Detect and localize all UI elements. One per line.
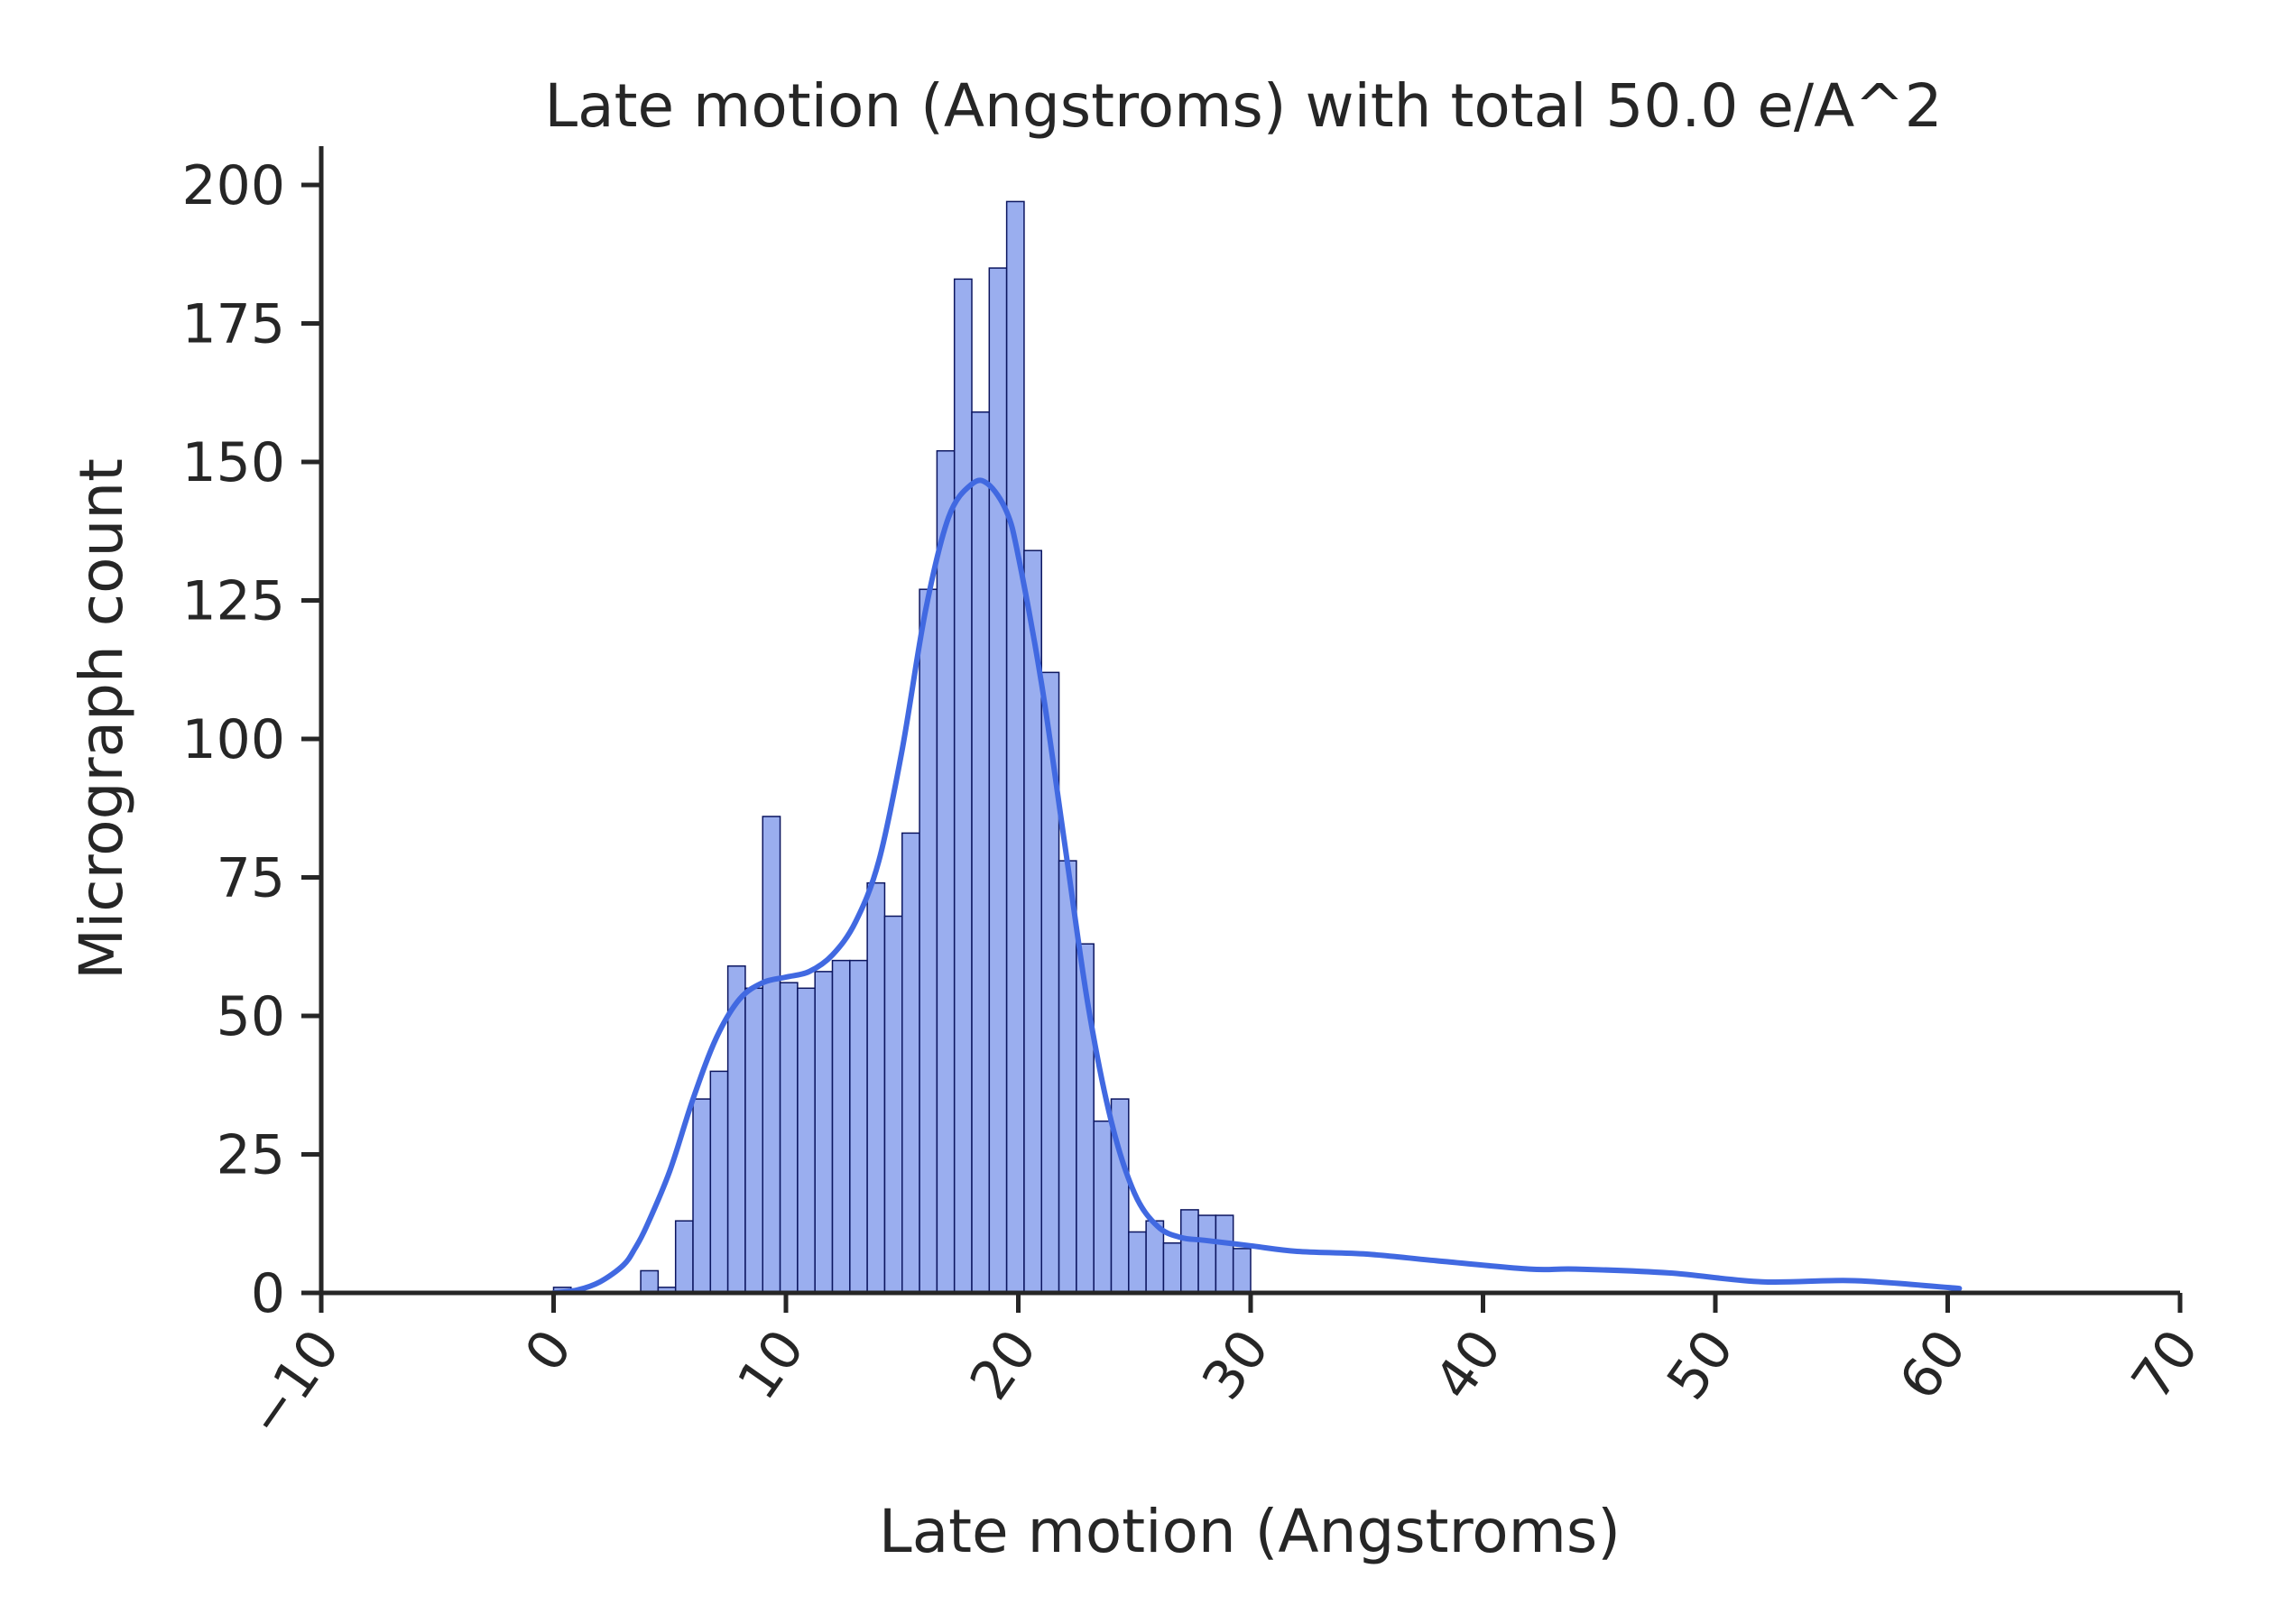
x-axis-label: Late motion (Angstroms) — [879, 1497, 1621, 1566]
histogram-bars — [552, 200, 1252, 1294]
histogram-bar — [779, 982, 799, 1294]
y-tick-label: 75 — [217, 846, 285, 909]
histogram-bar — [1180, 1209, 1199, 1294]
histogram-bar — [674, 1220, 694, 1294]
x-tick-label: 60 — [1888, 1318, 1979, 1411]
x-tick-label: 70 — [2120, 1318, 2211, 1411]
chart-title: Late motion (Angstroms) with total 50.0 … — [544, 71, 1942, 141]
y-axis-label: Micrograph count — [67, 458, 136, 980]
histogram-bar — [762, 816, 781, 1294]
y-tick-label: 200 — [181, 154, 285, 217]
histogram-bar — [1197, 1214, 1217, 1294]
y-tick-label: 25 — [217, 1123, 285, 1186]
y-tick-label: 50 — [217, 985, 285, 1048]
histogram-bar — [831, 959, 851, 1294]
y-tick-label: 125 — [181, 569, 285, 632]
histogram-bar — [1128, 1231, 1147, 1294]
histogram-bar — [866, 881, 886, 1294]
x-tick-label: 0 — [513, 1318, 585, 1382]
histogram-bar — [1005, 200, 1025, 1294]
x-tick-label: 10 — [725, 1318, 817, 1411]
histogram-bar — [971, 411, 991, 1294]
histogram-bar — [640, 1269, 660, 1294]
histogram-bar — [988, 267, 1008, 1294]
x-tick-label: −10 — [235, 1318, 352, 1448]
histogram-bar — [814, 971, 834, 1294]
histogram-bar — [797, 987, 816, 1294]
y-tick-label: 100 — [181, 708, 285, 771]
histogram-bar — [919, 588, 938, 1294]
histogram-bar — [709, 1070, 729, 1294]
y-tick-label: 0 — [251, 1262, 285, 1325]
y-tick-label: 175 — [181, 292, 285, 355]
histogram-bar — [744, 987, 763, 1294]
histogram-bar — [1215, 1214, 1234, 1294]
histogram-bar — [692, 1098, 712, 1294]
x-axis-ticks: −10 0 10 20 30 40 50 60 70 — [235, 1293, 2211, 1448]
x-tick-label: 20 — [958, 1318, 1049, 1411]
y-axis-ticks: 0 25 50 75 100 125 150 175 200 — [181, 154, 321, 1325]
histogram-bar — [1232, 1248, 1252, 1294]
x-tick-label: 40 — [1423, 1318, 1514, 1411]
x-tick-label: 50 — [1655, 1318, 1746, 1411]
histogram-bar — [901, 832, 920, 1294]
histogram-bar — [936, 449, 956, 1294]
histogram-bar — [849, 959, 868, 1294]
histogram-bar — [1093, 1120, 1113, 1294]
kde-line — [550, 477, 1963, 1296]
histogram-bar — [1162, 1241, 1182, 1294]
histogram-bar — [883, 915, 903, 1294]
y-tick-label: 150 — [181, 431, 285, 494]
histogram-bar — [953, 278, 973, 1294]
x-tick-label: 30 — [1190, 1318, 1281, 1411]
